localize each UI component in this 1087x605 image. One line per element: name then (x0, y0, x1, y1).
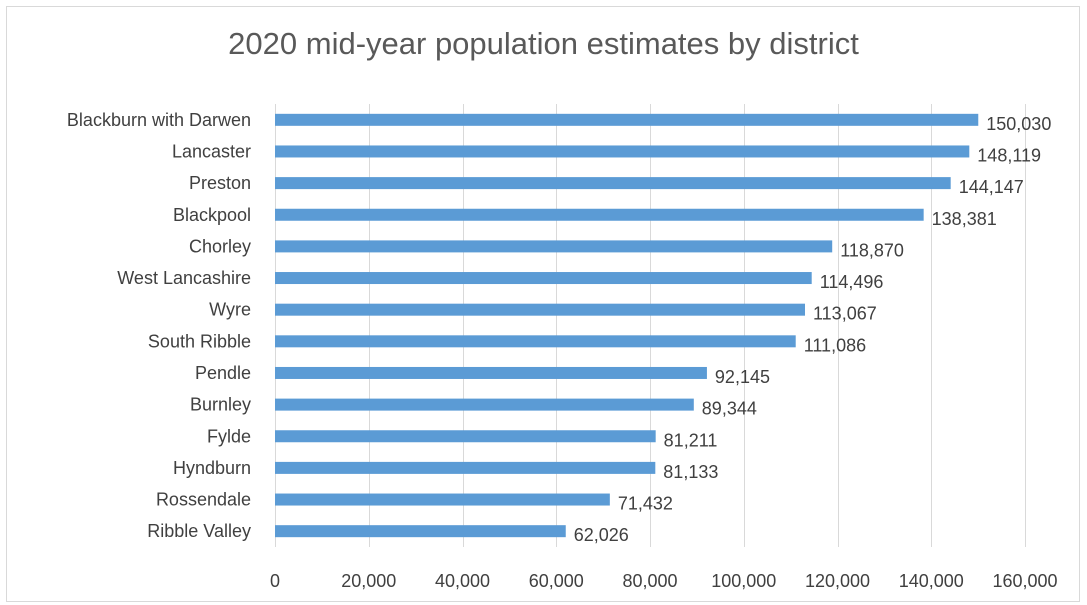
x-tick-label: 100,000 (711, 571, 776, 591)
data-label: 114,496 (820, 272, 884, 292)
category-label: Preston (189, 173, 251, 193)
category-label: Blackpool (173, 205, 251, 225)
bar (275, 399, 694, 411)
x-tick-label: 20,000 (341, 571, 396, 591)
category-label: Wyre (209, 300, 251, 320)
x-tick-label: 160,000 (992, 571, 1057, 591)
category-label: Fylde (207, 426, 251, 446)
category-label: Pendle (195, 363, 251, 383)
category-label: Hyndburn (173, 458, 251, 478)
bar (275, 494, 610, 506)
data-label: 71,432 (618, 494, 673, 514)
bar (275, 145, 969, 157)
bar (275, 272, 812, 284)
bar (275, 114, 978, 126)
category-label: Chorley (189, 236, 251, 256)
data-label: 113,067 (813, 304, 877, 324)
x-tick-label: 0 (270, 571, 280, 591)
bar (275, 209, 924, 221)
bar (275, 462, 655, 474)
category-label: Rossendale (156, 490, 251, 510)
data-label: 118,870 (840, 240, 904, 260)
x-tick-label: 120,000 (805, 571, 870, 591)
data-label: 144,147 (959, 177, 1024, 197)
category-label: Lancaster (172, 141, 251, 161)
x-tick-label: 60,000 (529, 571, 584, 591)
data-label: 92,145 (715, 367, 770, 387)
data-label: 150,030 (986, 114, 1051, 134)
x-tick-label: 140,000 (899, 571, 964, 591)
bar (275, 335, 796, 347)
x-tick-label: 40,000 (435, 571, 490, 591)
category-label: South Ribble (148, 331, 251, 351)
bar (275, 430, 656, 442)
bar (275, 177, 951, 189)
category-label: Ribble Valley (147, 521, 251, 541)
data-label: 81,133 (663, 462, 718, 482)
data-label: 81,211 (664, 430, 718, 450)
category-label: Blackburn with Darwen (67, 110, 251, 130)
bar (275, 525, 566, 537)
bar (275, 367, 707, 379)
bar (275, 304, 805, 316)
bar (275, 240, 832, 252)
data-label: 111,086 (804, 335, 866, 355)
category-label: West Lancashire (117, 268, 251, 288)
x-tick-label: 80,000 (622, 571, 677, 591)
data-label: 89,344 (702, 399, 757, 419)
data-label: 62,026 (574, 525, 629, 545)
data-label: 148,119 (977, 145, 1041, 165)
data-label: 138,381 (932, 209, 997, 229)
category-label: Burnley (190, 395, 251, 415)
